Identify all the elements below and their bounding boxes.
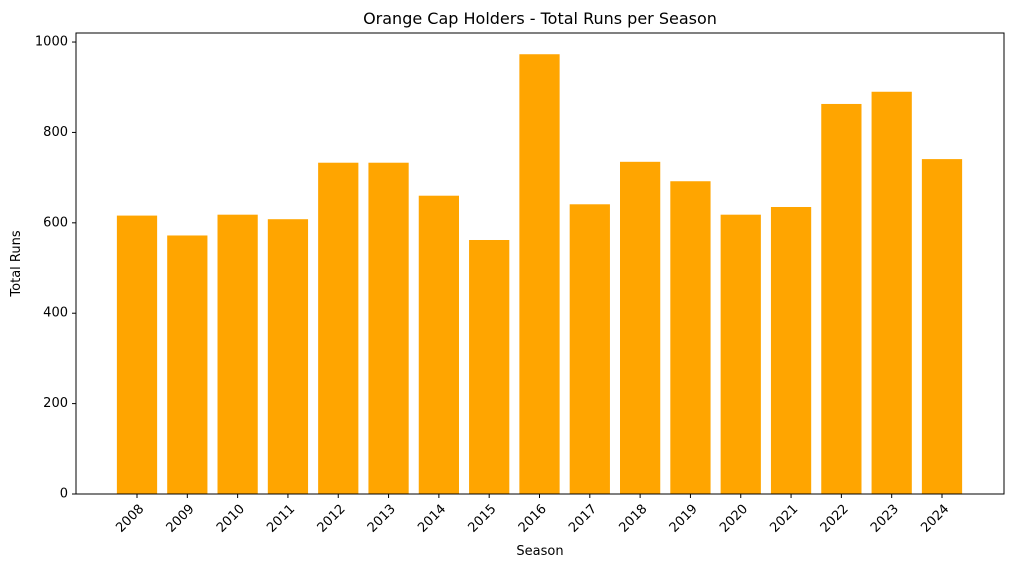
bar-2014 [418, 195, 459, 495]
y-tick-label: 1000 [35, 35, 68, 50]
x-tick-label: 2017 [566, 502, 600, 536]
bar-2010 [217, 214, 258, 494]
chart-title: Orange Cap Holders - Total Runs per Seas… [363, 9, 717, 28]
bar-2018 [620, 161, 661, 494]
y-tick-label: 600 [43, 215, 68, 230]
x-tick-label: 2013 [365, 502, 399, 536]
x-tick-label: 2022 [818, 502, 852, 536]
bar-2016 [519, 54, 560, 494]
bar-2017 [569, 204, 610, 494]
bars-group [116, 54, 963, 495]
y-tick-label: 800 [43, 125, 68, 140]
x-tick-label: 2016 [516, 502, 550, 536]
bar-2019 [670, 181, 711, 494]
x-tick-label: 2012 [315, 502, 349, 536]
y-tick-label: 400 [43, 306, 68, 321]
x-axis-label: Season [516, 544, 563, 559]
bar-2024 [921, 159, 963, 495]
x-tick-label: 2014 [415, 502, 449, 536]
bar-2012 [318, 162, 359, 494]
bar-2015 [469, 239, 510, 494]
x-tick-label: 2021 [767, 502, 801, 536]
x-tick-label: 2010 [214, 502, 248, 536]
bar-2020 [720, 214, 761, 494]
bar-2023 [871, 91, 912, 494]
x-tick-label: 2015 [465, 502, 499, 536]
x-tick-label: 2009 [164, 502, 198, 536]
y-axis-ticks: 0 200 400 600 800 1000 [35, 35, 76, 502]
bar-2022 [821, 103, 862, 495]
bar-2013 [368, 162, 409, 494]
x-tick-label: 2023 [868, 502, 902, 536]
bar-2009 [167, 235, 208, 494]
x-tick-label: 2020 [717, 502, 751, 536]
bar-2008 [116, 215, 158, 494]
plot-frame [75, 32, 1005, 495]
y-axis-label: Total Runs [9, 230, 24, 297]
x-axis-ticks: 2008 2009 2010 2011 2012 2013 2014 2015 2016 2017… [113, 494, 952, 536]
x-tick-label: 2008 [113, 502, 147, 536]
x-tick-label: 2018 [616, 502, 650, 536]
x-tick-label: 2024 [918, 502, 952, 536]
x-tick-label: 2019 [667, 502, 701, 536]
x-tick-label: 2011 [264, 502, 298, 536]
y-tick-label: 200 [43, 396, 68, 411]
y-tick-label: 0 [60, 487, 68, 502]
bar-2021 [770, 207, 812, 495]
bar-2011 [267, 219, 309, 495]
